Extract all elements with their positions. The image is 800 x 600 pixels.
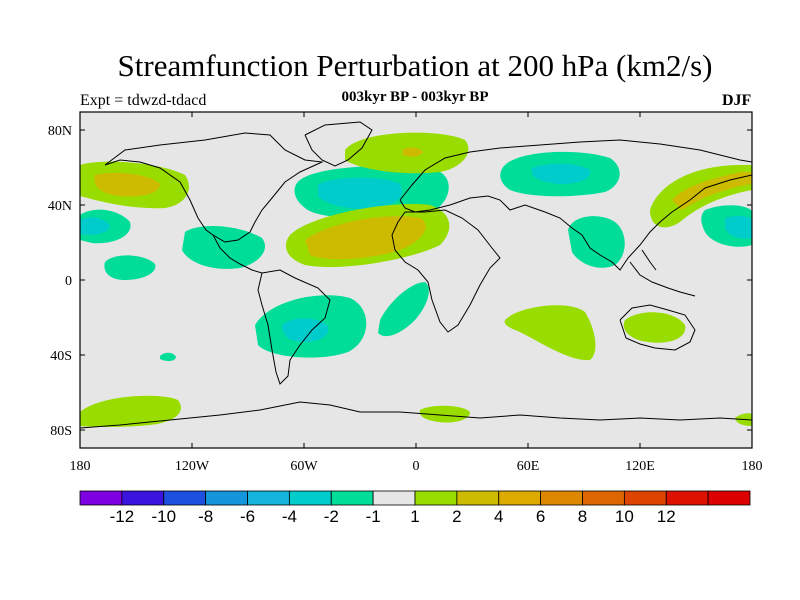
contour-south-pacific-positive: [80, 395, 181, 427]
colorbar-label: -10: [151, 507, 176, 526]
x-tick-label: 60W: [290, 459, 318, 474]
colorbar-label: -2: [324, 507, 339, 526]
y-tick-label: 40S: [50, 349, 72, 364]
colorbar-swatch: [582, 490, 625, 506]
colorbar-swatch: [121, 490, 165, 506]
colorbar-swatch: [540, 490, 583, 506]
colorbar-label: 4: [494, 507, 503, 526]
contour-north-atlantic-core: [318, 177, 402, 210]
season-label: DJF: [722, 92, 752, 109]
colorbar-label: -6: [240, 507, 255, 526]
colorbar-label: 12: [657, 507, 676, 526]
colorbar-label: -1: [366, 507, 381, 526]
contour-indian-ocean-positive: [504, 305, 596, 361]
map-plot-area: [79, 111, 753, 449]
colorbar-swatch: [498, 490, 542, 506]
colorbar-swatch: [414, 490, 458, 506]
x-tick-label: 120W: [175, 459, 210, 474]
contour-australia-positive: [623, 312, 686, 343]
colorbar-swatch: [247, 490, 290, 506]
colorbar-label: -4: [282, 507, 297, 526]
coast-eurasia: [399, 139, 752, 271]
contour-south-atlantic-negative: [378, 282, 429, 337]
colorbar-swatch: [623, 490, 667, 506]
experiment-label: Expt = tdwzd-tdacd: [80, 92, 207, 109]
y-tick-label: 80S: [50, 424, 72, 439]
coast-north-america: [104, 132, 324, 243]
x-tick-label: 120E: [625, 459, 655, 474]
y-tick-label: 0: [65, 274, 72, 289]
figure-title: Streamfunction Perturbation at 200 hPa (…: [117, 48, 713, 83]
colorbar-label: 2: [452, 507, 461, 526]
contour-central-america-negative: [182, 226, 266, 269]
colorbar-swatch: [163, 490, 207, 506]
contour-east-asia-core: [672, 172, 752, 210]
period-label: 003kyr BP - 003kyr BP: [341, 89, 489, 105]
coast-australia: [619, 304, 696, 351]
colorbar-swatch: [288, 490, 332, 506]
x-tick-label: 180: [70, 459, 91, 474]
coast-greenland: [304, 121, 373, 167]
colorbar-label: 8: [578, 507, 587, 526]
colorbar-swatch: [456, 490, 500, 506]
coast-southeast-asia: [629, 249, 696, 297]
coast-africa: [391, 209, 501, 333]
colorbar-swatch: [372, 490, 416, 506]
colorbar-swatch: [665, 490, 709, 506]
colorbar-label: -12: [110, 507, 135, 526]
axis-ticks: 180 120W 60W 0 60E 120E 180 80N 40N 0 40S 80S: [48, 112, 763, 474]
y-tick-label: 40N: [48, 199, 72, 214]
contour-greenland-core: [402, 147, 423, 157]
x-tick-label: 180: [742, 459, 763, 474]
coastlines: [80, 121, 752, 429]
contour-tropical-pacific-negative: [104, 255, 156, 280]
colorbar-swatch: [79, 490, 123, 506]
contour-india-negative: [568, 216, 625, 268]
coast-antarctica: [80, 401, 752, 429]
colorbar-swatch: [330, 490, 374, 506]
colorbar-label: 10: [615, 507, 634, 526]
colorbar-swatch: [707, 490, 751, 506]
colorbar-label: 6: [536, 507, 545, 526]
x-tick-label: 0: [413, 459, 420, 474]
contour-south-america-core: [282, 318, 329, 342]
contour-north-pacific-east-core: [725, 215, 752, 239]
contour-central-asia-core: [532, 163, 591, 184]
y-tick-label: 80N: [48, 124, 72, 139]
x-tick-label: 60E: [517, 459, 540, 474]
colorbar-label: -8: [198, 507, 213, 526]
contour-north-pacific-positive-core: [94, 172, 160, 197]
coast-central-america: [212, 234, 263, 274]
contour-north-pacific-west-core: [80, 217, 110, 235]
colorbar-swatch: [205, 490, 248, 506]
contour-fields: [80, 132, 752, 427]
contour-subtropic-small-negative: [160, 352, 176, 362]
colorbar: -12 -10 -8 -6 -4 -2 -1 1 2 4 6 8 10 12: [79, 490, 751, 526]
colorbar-label: 1: [410, 507, 419, 526]
contour-antarctic-atlantic-positive: [419, 405, 470, 423]
coast-south-america: [257, 269, 331, 385]
